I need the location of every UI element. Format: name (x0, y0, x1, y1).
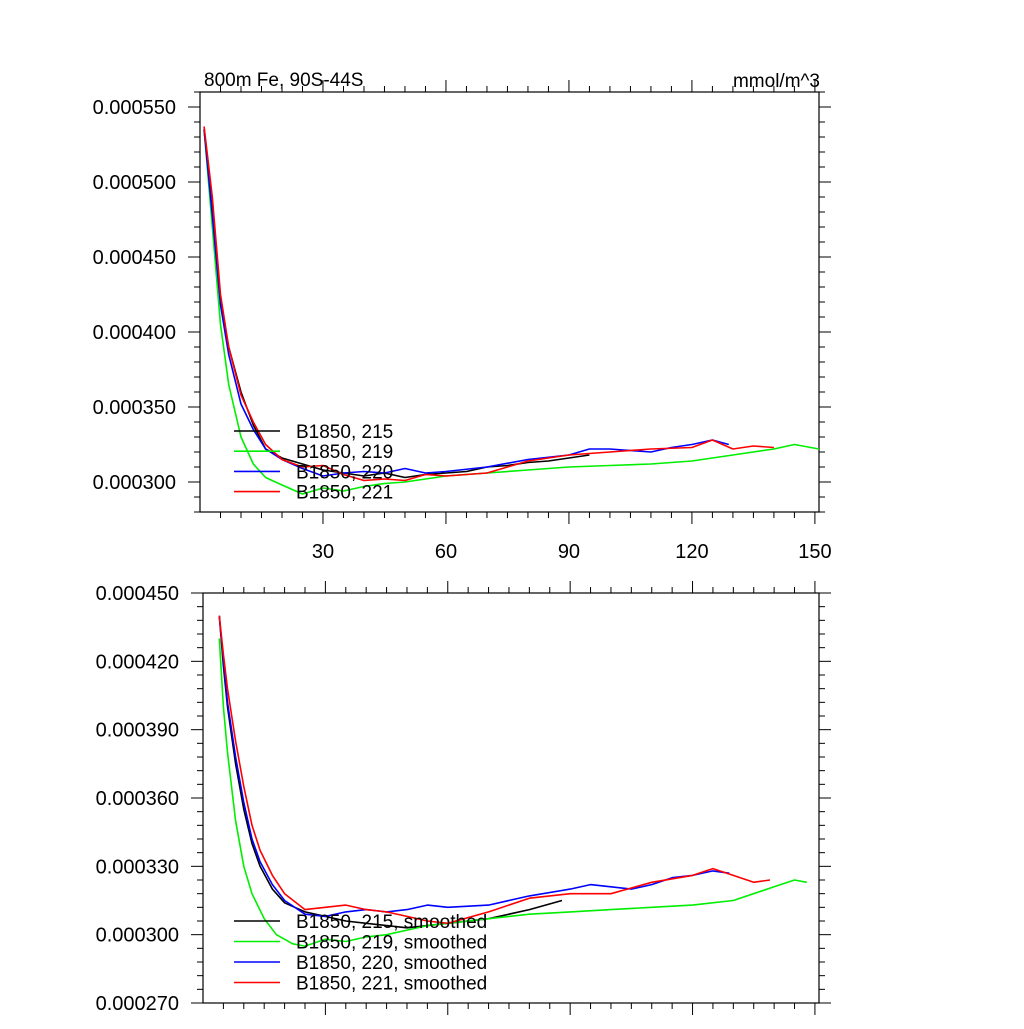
x-tick-label: 120 (675, 541, 708, 563)
y-tick-label: 0.000360 (96, 788, 179, 810)
legend-label: B1850, 215, smoothed (296, 912, 487, 933)
x-tick-label: 30 (312, 541, 334, 563)
y-tick-label: 0.000550 (93, 97, 176, 119)
y-tick-label: 0.000270 (96, 993, 179, 1015)
series-line (203, 129, 730, 477)
x-tick-label: 60 (435, 541, 457, 563)
y-tick-label: 0.000350 (93, 397, 176, 419)
y-tick-label: 0.000300 (93, 472, 176, 494)
y-tick-label: 0.000390 (96, 720, 179, 742)
y-tick-label: 0.000500 (93, 172, 176, 194)
series-line (203, 126, 774, 482)
series-line (218, 638, 807, 947)
legend-label: B1850, 221, smoothed (296, 974, 487, 995)
legend-label: B1850, 215 (296, 422, 393, 443)
chart-title: 800m Fe, 90S-44S (204, 70, 363, 91)
legend-label: B1850, 219, smoothed (296, 933, 487, 954)
y-tick-label: 0.000420 (96, 651, 179, 673)
legend-label: B1850, 220, smoothed (296, 953, 487, 974)
units-label: mmol/m^3 (733, 71, 820, 92)
series-line (218, 615, 771, 925)
x-tick-label: 90 (558, 541, 580, 563)
plot-frame (199, 91, 820, 513)
legend-label: B1850, 219 (296, 442, 393, 463)
y-tick-label: 0.000450 (93, 247, 176, 269)
y-tick-label: 0.000300 (96, 925, 179, 947)
legend-label: B1850, 221 (296, 483, 393, 504)
legend-label: B1850, 220 (296, 462, 393, 483)
y-tick-label: 0.000450 (96, 583, 179, 605)
y-tick-label: 0.000400 (93, 322, 176, 344)
y-tick-label: 0.000330 (96, 856, 179, 878)
chart-panel-bottom: 0.000270 0.000300 0.000330 0.000360 0.000390… (96, 581, 831, 1015)
series-line (218, 615, 730, 918)
series-line (203, 129, 590, 479)
series-line (203, 129, 820, 495)
x-tick-label: 150 (798, 541, 831, 563)
chart-panel-top: 800m Fe, 90S-44S mmol/m^3 30 60 90 120 150 0.… (93, 70, 832, 563)
